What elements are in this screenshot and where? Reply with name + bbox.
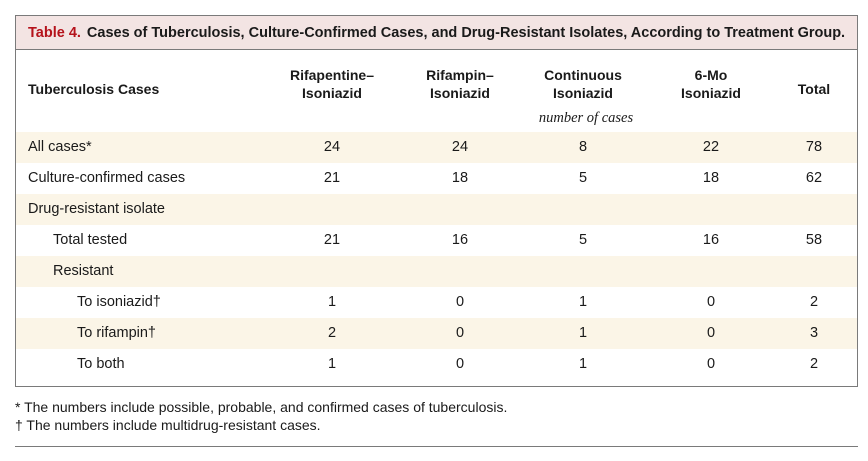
table-row: Resistant (16, 256, 857, 287)
header-line: Isoniazid (302, 85, 362, 101)
cell-value: 1 (327, 356, 337, 372)
cell-value: 24 (323, 139, 341, 155)
cell-value: 8 (578, 139, 588, 155)
table-row: All cases* 24 24 8 22 78 (16, 132, 857, 163)
table-title: Cases of Tuberculosis, Culture-Confirmed… (86, 24, 846, 41)
cell-value: 62 (805, 170, 823, 186)
table-row: To isoniazid† 1 0 1 0 2 (16, 287, 857, 318)
row-label: All cases* (28, 139, 92, 155)
header-tuberculosis-cases: Tuberculosis Cases (28, 81, 160, 97)
cell-value: 5 (578, 170, 588, 186)
table-row: To both 1 0 1 0 2 (16, 349, 857, 380)
header-line: Rifampin– (426, 67, 494, 83)
cell-value: 21 (323, 170, 341, 186)
cell-value: 1 (578, 356, 588, 372)
row-label: Total tested (53, 232, 128, 248)
cell-value: 5 (578, 232, 588, 248)
row-label: Resistant (53, 263, 114, 279)
header-6mo-isoniazid: 6-Mo Isoniazid (661, 66, 761, 102)
row-label: Drug-resistant isolate (28, 201, 165, 217)
cell-value: 18 (451, 170, 469, 186)
row-label: To rifampin† (77, 325, 156, 341)
header-line: Rifapentine– (289, 67, 374, 83)
cell-value: 3 (809, 325, 819, 341)
header-total: Total (764, 80, 864, 98)
header-line: Total (797, 81, 831, 97)
table-row: To rifampin† 2 0 1 0 3 (16, 318, 857, 349)
table-label: Table 4. (28, 24, 81, 41)
header-line: Isoniazid (681, 85, 741, 101)
row-label: To both (77, 356, 125, 372)
cell-value: 0 (706, 294, 716, 310)
cell-value: 58 (805, 232, 823, 248)
cell-value: 2 (809, 294, 819, 310)
header-continuous-isoniazid: Continuous Isoniazid (533, 66, 633, 102)
header-line: 6-Mo (694, 67, 728, 83)
cell-value: 1 (578, 325, 588, 341)
cell-value: 16 (451, 232, 469, 248)
table-header: Tuberculosis Cases Rifapentine– Isoniazi… (16, 50, 857, 130)
table-row: Total tested 21 16 5 16 58 (16, 225, 857, 256)
cell-value: 1 (578, 294, 588, 310)
cell-value: 18 (702, 170, 720, 186)
cell-value: 1 (327, 294, 337, 310)
table-row: Culture-confirmed cases 21 18 5 18 62 (16, 163, 857, 194)
footnote-dagger: † The numbers include multidrug-resistan… (15, 417, 321, 433)
unit-label: number of cases (538, 110, 634, 126)
table-title-bar: Table 4. Cases of Tuberculosis, Culture-… (16, 16, 857, 50)
footnote-divider (15, 446, 858, 447)
cell-value: 0 (455, 325, 465, 341)
header-line: Isoniazid (553, 85, 613, 101)
cell-value: 0 (455, 294, 465, 310)
header-line: Isoniazid (430, 85, 490, 101)
cell-value: 24 (451, 139, 469, 155)
header-rifampin-isoniazid: Rifampin– Isoniazid (410, 66, 510, 102)
table-body: All cases* 24 24 8 22 78 Culture-confirm… (16, 132, 857, 380)
cell-value: 2 (809, 356, 819, 372)
cell-value: 22 (702, 139, 720, 155)
cell-value: 2 (327, 325, 337, 341)
footnotes: * The numbers include possible, probable… (15, 398, 507, 434)
cell-value: 0 (455, 356, 465, 372)
table-row: Drug-resistant isolate (16, 194, 857, 225)
cell-value: 21 (323, 232, 341, 248)
header-line: Continuous (544, 67, 622, 83)
cell-value: 78 (805, 139, 823, 155)
cell-value: 0 (706, 325, 716, 341)
table-frame: Table 4. Cases of Tuberculosis, Culture-… (15, 15, 858, 387)
cell-value: 16 (702, 232, 720, 248)
cell-value: 0 (706, 356, 716, 372)
header-rifapentine-isoniazid: Rifapentine– Isoniazid (282, 66, 382, 102)
row-label: To isoniazid† (77, 294, 161, 310)
row-label: Culture-confirmed cases (28, 170, 186, 186)
footnote-asterisk: * The numbers include possible, probable… (15, 399, 508, 415)
